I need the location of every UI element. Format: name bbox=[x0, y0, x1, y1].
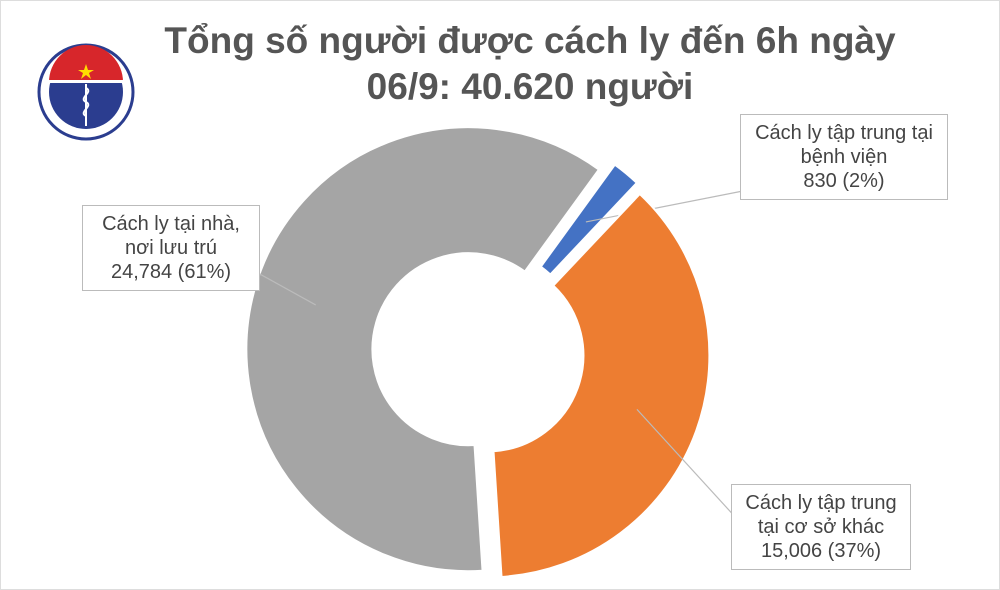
slice-other-facility-leader-line bbox=[636, 408, 739, 521]
label-hospital-line2: bệnh viện bbox=[800, 146, 888, 168]
title-line-1: Tổng số người được cách ly đến 6h ngày bbox=[164, 20, 896, 61]
label-home-line2: nơi lưu trú bbox=[124, 237, 218, 259]
title-line-2: 06/9: 40.620 người bbox=[366, 66, 694, 107]
slice-home bbox=[245, 126, 601, 573]
label-hospital-value: 830 (2%) bbox=[803, 170, 885, 192]
slice-hospital bbox=[539, 163, 639, 276]
label-home-value: 24,784 (61%) bbox=[110, 261, 232, 283]
label-other-line2: tại cơ sở khác bbox=[757, 516, 885, 538]
label-other-facility: Cách ly tập trung tại cơ sở khác 15,006 … bbox=[731, 484, 911, 570]
label-home: Cách ly tại nhà, nơi lưu trú 24,784 (61%… bbox=[82, 205, 260, 291]
chart-title: Tổng số người được cách ly đến 6h ngày 0… bbox=[150, 18, 910, 110]
ministry-of-health-logo bbox=[36, 42, 136, 142]
slice-hospital-leader-line bbox=[585, 189, 749, 223]
slice-other-facility bbox=[492, 192, 711, 579]
label-other-line1: Cách ly tập trung bbox=[745, 492, 897, 514]
label-other-value: 15,006 (37%) bbox=[760, 540, 882, 562]
label-hospital-line1: Cách ly tập trung tại bbox=[755, 122, 933, 144]
label-home-line1: Cách ly tại nhà, bbox=[102, 213, 240, 235]
label-hospital: Cách ly tập trung tại bệnh viện 830 (2%) bbox=[740, 114, 948, 200]
